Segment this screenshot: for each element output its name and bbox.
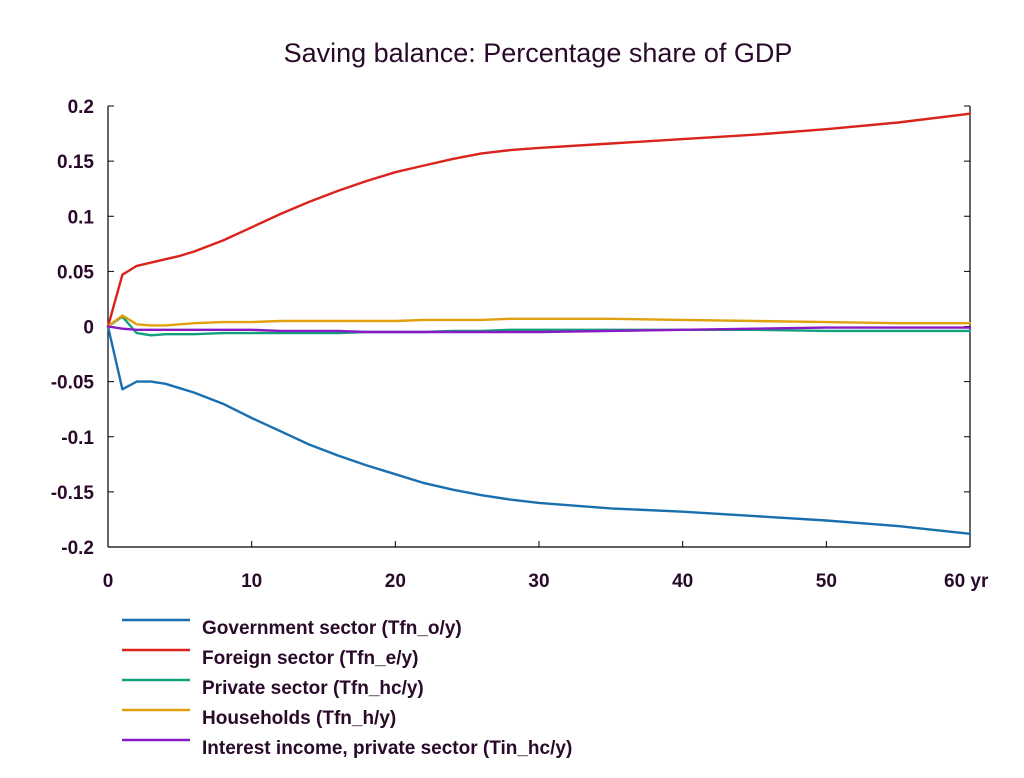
- series-line-5: [106, 325, 972, 334]
- legend-label-4: Households (Tfn_h/y): [202, 708, 396, 729]
- x-tick-label: 50: [816, 571, 837, 592]
- legend-label-2: Foreign sector (Tfn_e/y): [202, 648, 418, 669]
- x-tick-label: 40: [672, 571, 693, 592]
- y-tick-label: -0.15: [51, 483, 95, 504]
- x-tick-label: 60 yr: [944, 571, 989, 592]
- plot-area: [106, 112, 972, 535]
- y-tick-label: -0.2: [61, 538, 94, 559]
- legend: Government sector (Tfn_o/y) Foreign secto…: [122, 618, 572, 759]
- chart-title: Saving balance: Percentage share of GDP: [284, 38, 793, 68]
- y-tick-label: 0.15: [57, 152, 94, 173]
- y-axis: -0.2 -0.15 -0.1 -0.05 0 0.05 0.1 0.15 0.2: [51, 97, 970, 559]
- x-tick-label: 20: [385, 571, 406, 592]
- x-tick-label: 0: [103, 571, 114, 592]
- y-tick-label: 0.05: [57, 262, 94, 283]
- legend-label-3: Private sector (Tfn_hc/y): [202, 678, 424, 699]
- series-line-1: [106, 325, 972, 535]
- x-tick-label: 30: [528, 571, 549, 592]
- x-axis: 0 10 20 30 40 50 60 yr: [103, 541, 989, 592]
- legend-label-5: Interest income, private sector (Tin_hc/…: [202, 738, 572, 759]
- y-tick-label: 0: [83, 318, 94, 339]
- x-tick-label: 10: [241, 571, 262, 592]
- legend-label-1: Government sector (Tfn_o/y): [202, 618, 462, 639]
- y-tick-label: -0.05: [51, 373, 95, 394]
- series-line-4: [106, 314, 972, 328]
- y-tick-label: 0.2: [68, 97, 94, 118]
- y-tick-label: -0.1: [61, 428, 94, 449]
- y-tick-label: 0.1: [68, 207, 95, 228]
- series-line-2: [106, 112, 972, 328]
